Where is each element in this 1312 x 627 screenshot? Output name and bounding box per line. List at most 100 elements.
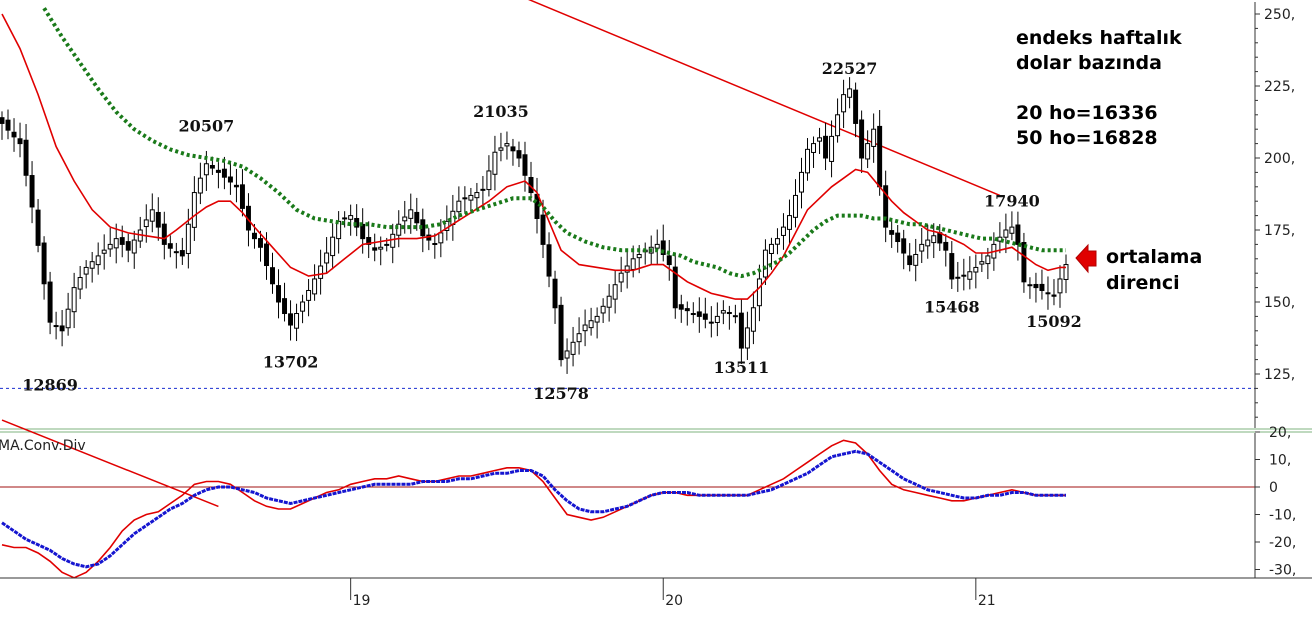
candle-body <box>5 119 11 131</box>
candle-body <box>672 266 678 309</box>
candle-body <box>185 223 191 254</box>
candle-body <box>408 209 414 219</box>
candle-body <box>197 177 203 194</box>
candle-body <box>1063 264 1069 280</box>
candle-body <box>666 255 672 266</box>
candle-body <box>654 243 660 249</box>
candle-body <box>750 307 756 332</box>
candle-body <box>65 308 71 329</box>
candle-body <box>582 324 588 332</box>
candle-body <box>1015 224 1021 245</box>
candle-body <box>366 236 372 245</box>
candle-body <box>330 236 336 257</box>
macd-y-tick-label: 10, <box>1269 453 1291 469</box>
candle-body <box>209 164 215 169</box>
candle-body <box>744 327 750 349</box>
candle-body <box>829 135 835 162</box>
moving-average-20-line <box>1 13 1066 300</box>
candle-body <box>233 184 239 188</box>
candle-body <box>853 89 859 124</box>
candle-body <box>1045 292 1051 295</box>
candle-body <box>558 304 564 361</box>
candle-body <box>889 230 895 235</box>
candle-body <box>516 150 522 159</box>
candle-body <box>877 125 883 188</box>
candle-body <box>294 313 300 329</box>
macd-title: MA.Conv.Div <box>0 438 86 454</box>
candle-body <box>847 88 853 98</box>
candle-body <box>95 255 101 266</box>
candle-body <box>498 147 504 151</box>
candle-body <box>414 211 420 224</box>
candle-body <box>161 223 167 245</box>
candle-body <box>119 237 125 245</box>
candle-body <box>456 200 462 213</box>
candle-body <box>221 168 227 178</box>
candle-body <box>630 258 636 270</box>
candle-body <box>203 163 209 176</box>
candle-body <box>708 321 714 324</box>
candle-body <box>570 341 576 355</box>
macd-y-tick-label: -10, <box>1269 508 1296 524</box>
y-tick-label: 200, <box>1264 151 1295 167</box>
candle-body <box>390 233 396 248</box>
candle-body <box>41 242 47 285</box>
candle-body <box>738 312 744 349</box>
candle-body <box>480 188 486 191</box>
candle-body <box>636 253 642 259</box>
candle-body <box>1003 229 1009 238</box>
candle-body <box>167 243 173 249</box>
candle-body <box>895 232 901 243</box>
candle-body <box>756 278 762 307</box>
candle-body <box>173 251 179 254</box>
candle-body <box>258 238 263 248</box>
candle-body <box>149 209 155 222</box>
candle-body <box>1051 294 1057 297</box>
candle-body <box>47 281 53 323</box>
note-line-4: 20 ho=16336 <box>1016 102 1158 124</box>
arrow-note-line-2: direnci <box>1106 272 1180 294</box>
candle-body <box>805 148 810 174</box>
candle-body <box>919 243 925 252</box>
candle-body <box>312 278 318 295</box>
y-tick-label: 250, <box>1264 7 1295 23</box>
candle-body <box>799 171 804 193</box>
candle-body <box>871 128 877 147</box>
candle-body <box>432 243 438 246</box>
candle-body <box>107 243 113 250</box>
candle-body <box>684 308 690 312</box>
candle-body <box>131 239 137 254</box>
candle-body <box>143 219 149 228</box>
candle-body <box>720 310 726 314</box>
peak-label: 13702 <box>263 352 319 371</box>
candle-body <box>961 274 967 277</box>
candle-body <box>774 238 780 245</box>
candle-body <box>835 114 841 137</box>
candle-body <box>793 194 798 218</box>
candle-body <box>396 223 402 236</box>
note-line-5: 50 ho=16828 <box>1016 127 1158 149</box>
candle-body <box>865 143 871 160</box>
candle-body <box>955 276 961 279</box>
candle-body <box>660 240 666 255</box>
candle-body <box>29 175 35 208</box>
candle-body <box>77 277 83 290</box>
trendline <box>528 0 1001 197</box>
candle-body <box>594 315 600 323</box>
candle-body <box>817 137 823 142</box>
candle-body <box>251 232 257 240</box>
peak-label: 21035 <box>473 102 529 121</box>
arrow-note-line-1: ortalama <box>1106 246 1202 268</box>
y-tick-label: 150, <box>1264 295 1295 311</box>
candle-body <box>306 289 312 301</box>
candle-body <box>318 265 324 279</box>
candle-body <box>35 209 41 246</box>
candle-body <box>1021 241 1027 283</box>
candle-body <box>726 311 732 315</box>
candle-body <box>23 139 29 176</box>
candle-body <box>402 216 408 222</box>
candle-body <box>0 117 5 124</box>
candle-body <box>702 313 708 320</box>
